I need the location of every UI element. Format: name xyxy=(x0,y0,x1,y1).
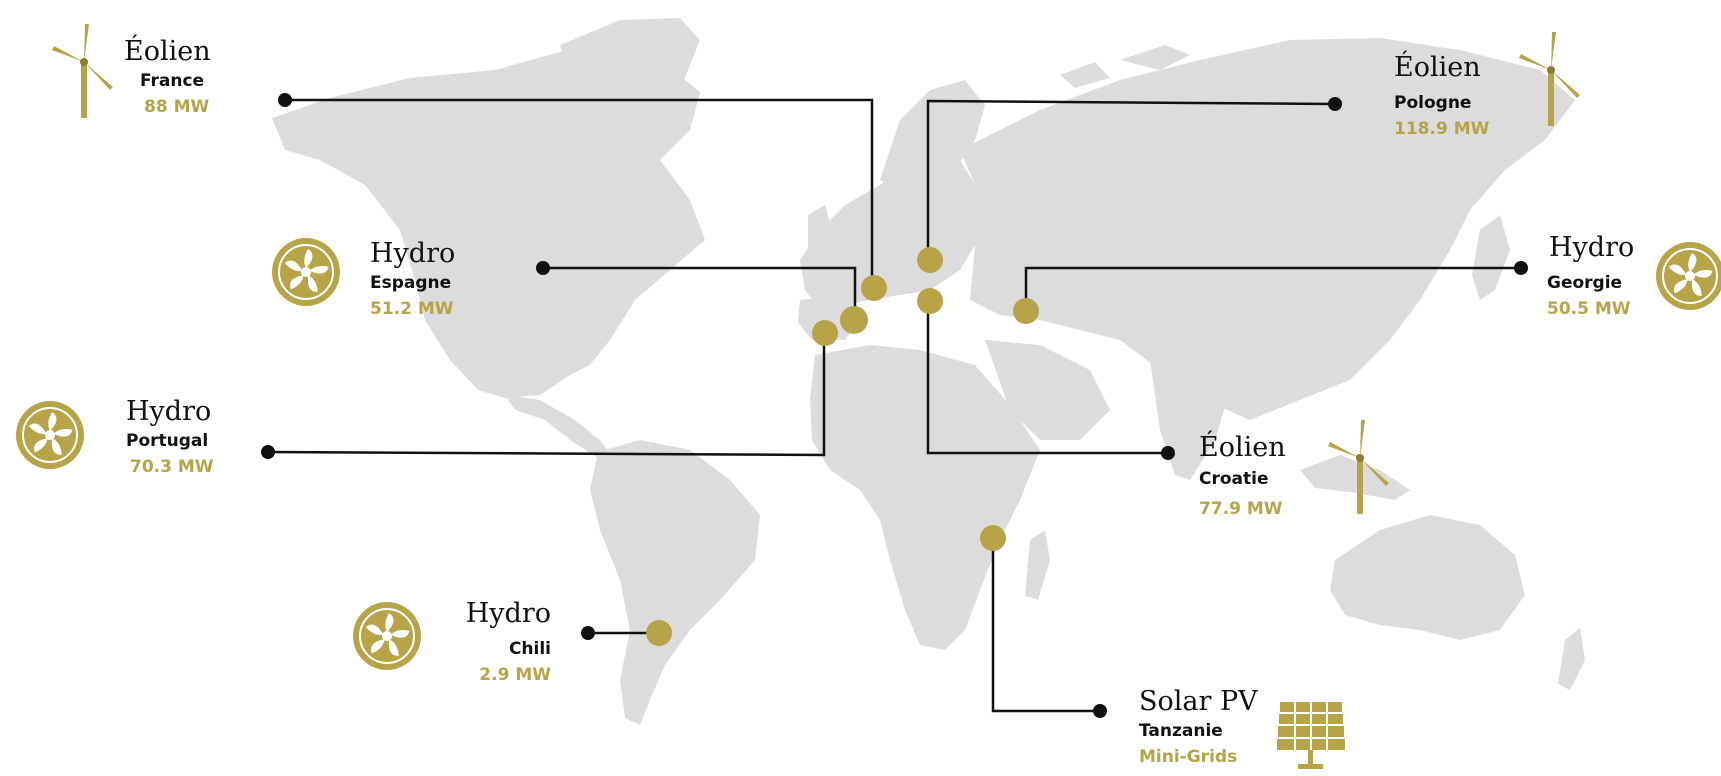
central-america-landmass xyxy=(505,395,612,458)
connector-portugal xyxy=(267,332,826,457)
capacity-label: 118.9 MW xyxy=(1394,119,1490,139)
project-label-georgie: Hydro Georgie 50.5 MW xyxy=(1547,232,1634,322)
location-marker-georgie xyxy=(1013,298,1039,324)
hydro-turbine-icon xyxy=(352,601,422,671)
hydro-turbine-icon xyxy=(1655,241,1721,311)
technology-label: Éolien xyxy=(1199,432,1286,463)
capacity-label: 2.9 MW xyxy=(479,665,551,685)
country-label: Georgie xyxy=(1547,273,1623,293)
anchor-dot-chili xyxy=(581,626,595,640)
location-marker-france xyxy=(861,275,887,301)
japan-landmass xyxy=(1472,215,1510,300)
arctic-islands-2 xyxy=(1060,62,1110,88)
anchor-dot-croatie xyxy=(1161,446,1175,460)
madagascar-landmass xyxy=(1025,530,1050,600)
country-label: Espagne xyxy=(370,273,452,293)
anchor-dot-portugal xyxy=(261,445,275,459)
project-label-tanzanie: Solar PV Tanzanie Mini-Grids xyxy=(1139,686,1258,770)
location-marker-chili xyxy=(646,620,672,646)
location-marker-portugal xyxy=(812,320,838,346)
country-label: Portugal xyxy=(126,431,209,451)
new-zealand-landmass xyxy=(1558,628,1585,690)
australia-landmass xyxy=(1330,515,1525,640)
connector-croatie xyxy=(926,300,1167,455)
technology-label: Solar PV xyxy=(1139,686,1258,717)
capacity-label: 88 MW xyxy=(144,97,210,117)
location-marker-tanzanie xyxy=(980,525,1006,551)
project-label-france: Éolien France 88 MW xyxy=(124,36,211,120)
land-masses xyxy=(272,18,1585,725)
anchor-dot-france xyxy=(278,93,292,107)
country-label: Pologne xyxy=(1394,93,1472,113)
anchor-dots xyxy=(261,93,1528,718)
greenland-landmass xyxy=(560,18,700,150)
project-label-chili: Hydro Chili 2.9 MW xyxy=(466,598,551,688)
capacity-label: 51.2 MW xyxy=(370,299,454,319)
anchor-dot-pologne xyxy=(1328,97,1342,111)
capacity-label: 50.5 MW xyxy=(1547,299,1631,319)
connector-lines xyxy=(267,98,1520,713)
scandinavia-landmass xyxy=(880,80,985,195)
africa-landmass xyxy=(810,345,1040,650)
anchor-dot-espagne xyxy=(536,261,550,275)
north-america-landmass xyxy=(272,40,705,398)
technology-label: Hydro xyxy=(126,396,212,427)
capacity-label: 70.3 MW xyxy=(130,457,214,477)
project-label-pologne: Éolien Pologne 118.9 MW xyxy=(1394,52,1489,142)
location-markers xyxy=(646,247,1039,646)
technology-label: Hydro xyxy=(1549,232,1635,263)
project-label-espagne: Hydro Espagne 51.2 MW xyxy=(370,238,455,322)
south-america-landmass xyxy=(590,440,760,725)
technology-label: Éolien xyxy=(1394,52,1481,83)
project-label-portugal: Hydro Portugal 70.3 MW xyxy=(126,396,214,480)
country-label: Croatie xyxy=(1199,469,1269,489)
connector-tanzanie xyxy=(991,538,1099,713)
uk-landmass xyxy=(808,205,832,252)
connector-pologne xyxy=(926,99,1333,260)
hydro-turbine-icon xyxy=(271,237,341,307)
anchor-dot-tanzanie xyxy=(1093,704,1107,718)
location-marker-espagne xyxy=(840,306,868,334)
connector-france xyxy=(285,98,874,285)
country-label: France xyxy=(140,71,205,91)
country-label: Tanzanie xyxy=(1139,721,1223,741)
capacity-label: Mini-Grids xyxy=(1139,747,1238,767)
wind-turbine-icon xyxy=(52,24,113,118)
technology-label: Éolien xyxy=(124,36,211,67)
country-label: Chili xyxy=(508,639,551,659)
connector-georgie xyxy=(1024,266,1520,311)
location-marker-pologne xyxy=(917,247,943,273)
solar-panel-icon xyxy=(1277,702,1345,769)
connector-espagne xyxy=(543,266,857,320)
arctic-islands xyxy=(1120,45,1190,70)
anchor-dot-georgie xyxy=(1514,261,1528,275)
technology-label: Hydro xyxy=(370,238,456,269)
capacity-label: 77.9 MW xyxy=(1199,499,1283,519)
project-label-croatie: Éolien Croatie 77.9 MW xyxy=(1199,432,1286,522)
southeast-asia-islands xyxy=(1300,455,1410,500)
technology-label: Hydro xyxy=(465,598,551,629)
hydro-turbine-icon xyxy=(15,400,85,470)
asia-landmass xyxy=(960,38,1575,420)
location-marker-croatie xyxy=(917,288,943,314)
